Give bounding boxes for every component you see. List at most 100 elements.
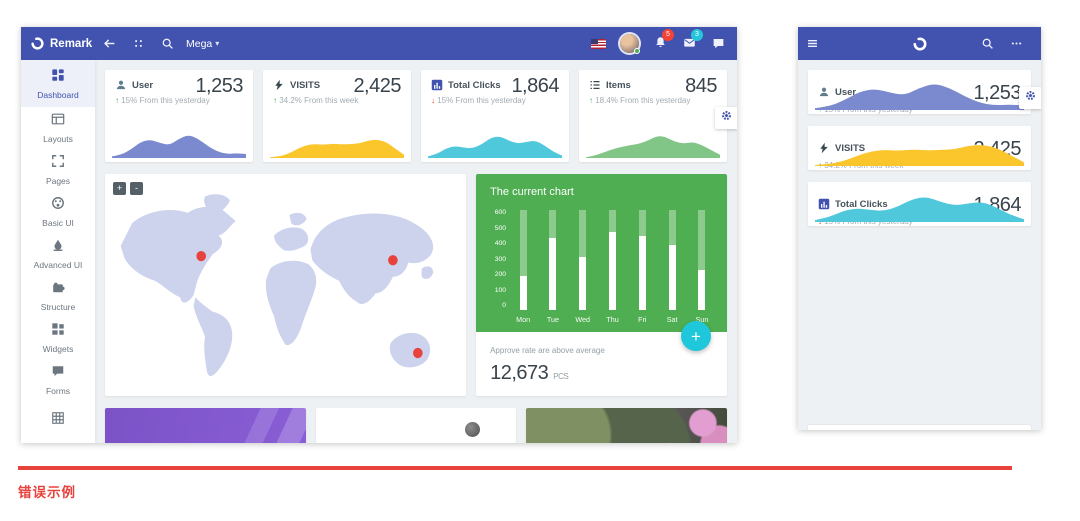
white-card[interactable]	[315, 408, 517, 443]
sidebar-item-pages[interactable]: Pages	[21, 149, 95, 191]
stat-sparkline	[815, 70, 1024, 110]
brand-name: Remark	[50, 37, 93, 50]
x-tick: Mon	[516, 315, 531, 324]
sidebar-item-widgets[interactable]: Widgets	[21, 317, 95, 359]
user-icon	[818, 86, 830, 98]
sidebar: Dashboard Layouts Pages Basic UI Advance…	[21, 60, 95, 443]
stat-delta: ↑ 18.4% From this yesterday	[589, 96, 691, 105]
y-tick: 100	[494, 286, 507, 294]
stat-delta: ↓ 15% From this yesterday	[431, 96, 526, 105]
sidebar-item-label: Pages	[45, 176, 71, 186]
message-badge: 3	[691, 28, 703, 41]
sidebar-item-layouts[interactable]: Layouts	[21, 107, 95, 149]
stat-label: Items	[606, 79, 631, 91]
remark-logo-icon	[30, 36, 45, 51]
stat-card-items: Items 845 ↑ 18.4% From this yesterday	[579, 70, 727, 162]
palette-icon	[51, 196, 65, 215]
stat-label: Total Clicks	[448, 79, 501, 91]
chart-icon	[818, 198, 830, 210]
notification-badge: 5	[662, 28, 674, 41]
notifications-button[interactable]: 5	[654, 28, 674, 52]
sidebar-item-forms[interactable]: Forms	[21, 359, 95, 401]
world-map[interactable]	[113, 182, 458, 388]
search-icon[interactable]	[981, 37, 994, 50]
sidebar-item-tables[interactable]	[21, 401, 95, 443]
fullscreen-icon[interactable]	[132, 37, 145, 50]
map-zoom-in-button[interactable]: +	[113, 182, 126, 195]
x-tick: Sat	[666, 315, 678, 324]
chat-icon[interactable]	[712, 37, 725, 50]
x-tick: Thu	[606, 315, 619, 324]
desktop-screenshot: Remark Mega ▾ 5 3 Dashboard Layouts	[21, 27, 737, 443]
widgets-icon	[51, 322, 65, 341]
stat-value: 1,253	[973, 82, 1021, 104]
photo-card[interactable]	[526, 408, 728, 443]
stat-card-visits: VISITS 2,425 ↑ 34.2% From this week	[263, 70, 411, 162]
chevron-down-icon: ▾	[215, 39, 220, 48]
stat-value: 1,864	[511, 75, 559, 97]
y-tick: 400	[494, 240, 507, 248]
y-tick: 600	[494, 209, 507, 216]
table-icon	[51, 411, 65, 430]
list-icon	[589, 79, 601, 91]
bar-fri: Fri	[631, 210, 653, 324]
stat-delta: ↑ 34.2% From this week	[273, 96, 359, 105]
messages-button[interactable]: 3	[683, 28, 703, 52]
mobile-navbar	[798, 27, 1041, 60]
bar-wed: Wed	[572, 210, 594, 324]
x-tick: Wed	[575, 315, 591, 324]
puzzle-icon	[51, 280, 65, 299]
layouts-icon	[51, 112, 65, 131]
error-caption: 错误示例	[18, 485, 76, 500]
map-marker-australia	[413, 347, 423, 359]
stat-label: User	[835, 86, 857, 98]
hamburger-menu-icon[interactable]	[806, 37, 819, 50]
add-fab-button[interactable]: +	[681, 321, 711, 351]
dashboard-icon	[51, 68, 65, 87]
red-divider	[18, 466, 1012, 470]
mail-icon	[683, 36, 696, 52]
stat-card-total-clicks: Total Clicks 1,864 ↓ 15% From this yeste…	[808, 182, 1031, 226]
current-chart-card: The current chart 600 500 400 300 200 100 0 Mo…	[476, 174, 727, 396]
sidebar-item-label: Forms	[45, 386, 71, 396]
pages-icon	[51, 154, 65, 173]
stat-label: User	[132, 79, 154, 91]
bolt-icon	[273, 79, 285, 91]
forms-icon	[51, 364, 65, 383]
sidebar-item-label: Widgets	[42, 344, 74, 354]
y-tick: 300	[494, 255, 507, 263]
world-map-card: + -	[105, 174, 467, 396]
bar-thu: Thu	[602, 210, 624, 324]
brand[interactable]: Remark	[21, 36, 95, 51]
settings-gear-button[interactable]	[1019, 87, 1041, 109]
sidebar-item-label: Basic UI	[42, 218, 74, 228]
purple-card[interactable]	[105, 408, 306, 443]
sidebar-item-basic-ui[interactable]: Basic UI	[21, 191, 95, 233]
chart-y-axis: 600 500 400 300 200 100 0	[490, 209, 512, 310]
chart-icon	[431, 79, 443, 91]
stats-row: User 1,253 ↑ 15% From this yesterday VIS…	[105, 70, 727, 162]
stat-value: 845	[685, 75, 717, 97]
sidebar-item-structure[interactable]: Structure	[21, 275, 95, 317]
sidebar-item-label: Structure	[40, 302, 76, 312]
settings-gear-button[interactable]	[715, 107, 737, 129]
remark-logo-icon[interactable]	[912, 36, 928, 52]
map-zoom-out-button[interactable]: -	[130, 182, 143, 195]
next-card-edge	[808, 425, 1031, 430]
sidebar-item-advanced-ui[interactable]: Advanced UI	[21, 233, 95, 275]
sidebar-item-dashboard[interactable]: Dashboard	[21, 60, 95, 107]
flag-icon[interactable]	[591, 38, 606, 49]
stat-card-visits: VISITS 2,425 ↑ 34.2% From this week	[808, 126, 1031, 170]
more-options-icon[interactable]	[1010, 37, 1023, 50]
search-icon[interactable]	[161, 37, 174, 50]
y-tick: 200	[494, 271, 507, 279]
stat-value: 1,253	[195, 75, 243, 97]
avatar[interactable]	[620, 34, 640, 54]
back-arrow-icon[interactable]	[103, 37, 116, 50]
stat-delta: ↑ 15% From this yesterday	[115, 96, 210, 105]
stat-card-total-clicks: Total Clicks 1,864 ↓ 15% From this yeste…	[421, 70, 569, 162]
bar-sun: Sun	[691, 210, 713, 324]
mega-menu[interactable]: Mega ▾	[186, 38, 219, 50]
x-tick: Fri	[638, 315, 647, 324]
desktop-navbar: Remark Mega ▾ 5 3	[21, 27, 737, 60]
